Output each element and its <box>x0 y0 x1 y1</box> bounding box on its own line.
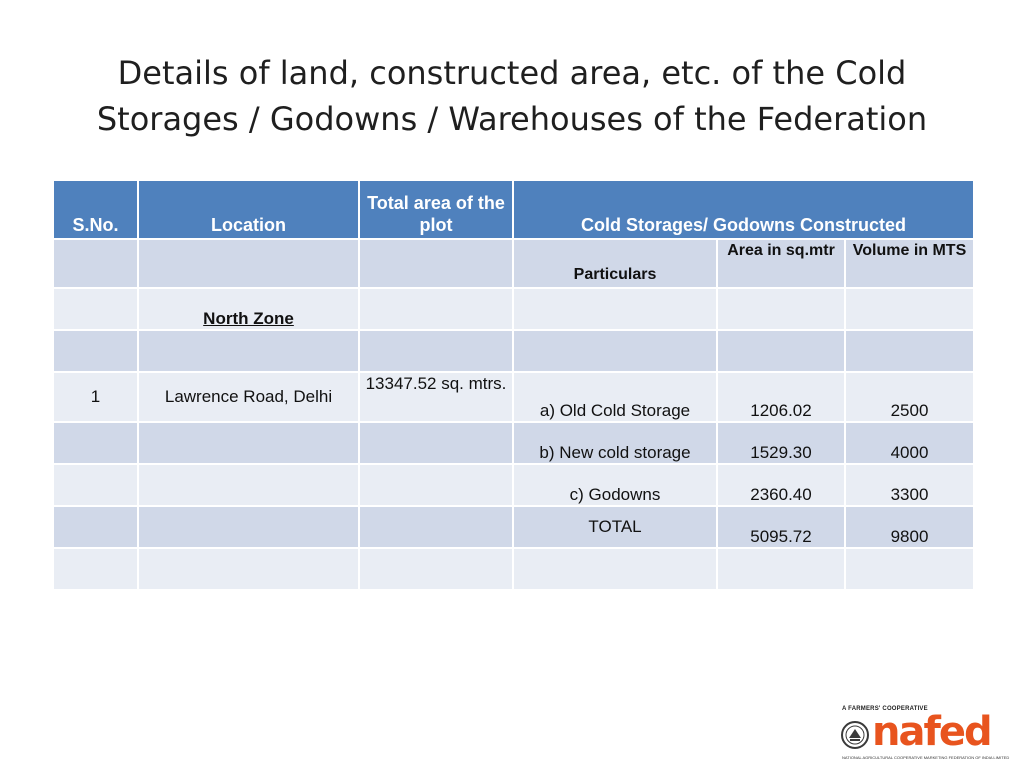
table-row: 1 Lawrence Road, Delhi 13347.52 sq. mtrs… <box>52 371 976 423</box>
table-cell <box>52 547 139 591</box>
table-cell <box>137 238 360 289</box>
table-cell <box>716 547 846 591</box>
cell-location <box>137 463 360 507</box>
table-cell <box>358 238 514 289</box>
subheader-particulars: Particulars <box>512 238 718 289</box>
nafed-logo: A FARMERS' COOPERATIVE nafed NATIONAL AG… <box>838 704 1010 764</box>
cell-volume: 3300 <box>843 463 976 507</box>
table-cell <box>52 238 139 289</box>
cell-volume: 2500 <box>843 371 976 423</box>
cell-particulars: c) Godowns <box>512 463 718 507</box>
cell-area: 1206.02 <box>716 371 846 423</box>
header-total-area: Total area of the plot <box>358 179 514 240</box>
slide-title: Details of land, constructed area, etc. … <box>40 50 984 142</box>
table-cell <box>843 287 976 331</box>
cold-storage-table: S.No. Location Total area of the plot Co… <box>52 179 976 591</box>
cell-sno <box>52 421 139 465</box>
header-location: Location <box>137 179 360 240</box>
table-row-zone: North Zone <box>52 287 976 331</box>
table-cell <box>52 329 139 373</box>
table-row-empty <box>52 329 976 373</box>
cell-total-area <box>358 505 514 549</box>
cell-area: 2360.40 <box>716 463 846 507</box>
cell-total-area: 13347.52 sq. mtrs. <box>358 371 514 423</box>
cell-area: 5095.72 <box>716 505 846 549</box>
table-cell <box>358 287 514 331</box>
cell-sno <box>52 505 139 549</box>
header-constructed: Cold Storages/ Godowns Constructed <box>511 179 976 240</box>
cell-location <box>137 421 360 465</box>
cell-location <box>137 505 360 549</box>
cell-particulars: TOTAL <box>512 505 718 549</box>
table-row: b) New cold storage 1529.30 4000 <box>52 421 976 465</box>
table-cell <box>512 329 718 373</box>
table-cell <box>52 287 139 331</box>
table-cell <box>512 287 718 331</box>
subheader-area: Area in sq.mtr <box>716 238 846 289</box>
zone-label: North Zone <box>203 309 294 328</box>
table-header-row: S.No. Location Total area of the plot Co… <box>52 179 976 240</box>
cell-sno <box>52 463 139 507</box>
table-cell <box>843 547 976 591</box>
table-cell <box>716 287 846 331</box>
table-cell <box>137 329 360 373</box>
logo-tagline: A FARMERS' COOPERATIVE <box>842 706 928 712</box>
cell-particulars: b) New cold storage <box>512 421 718 465</box>
cell-particulars: a) Old Cold Storage <box>512 371 718 423</box>
table-row: c) Godowns 2360.40 3300 <box>52 463 976 507</box>
header-sno: S.No. <box>52 179 139 240</box>
table-cell <box>716 329 846 373</box>
slide-title-line-1: Details of land, constructed area, etc. … <box>117 54 907 92</box>
table-cell <box>843 329 976 373</box>
table-cell <box>358 329 514 373</box>
table-cell <box>358 547 514 591</box>
cell-sno: 1 <box>52 371 139 423</box>
table-row-total: TOTAL 5095.72 9800 <box>52 505 976 549</box>
subheader-volume: Volume in MTS <box>843 238 976 289</box>
cell-location: Lawrence Road, Delhi <box>137 371 360 423</box>
zone-label-cell: North Zone <box>137 287 360 331</box>
logo-fullname: NATIONAL AGRICULTURAL COOPERATIVE MARKET… <box>842 755 1010 760</box>
cell-total-area <box>358 421 514 465</box>
cell-total-area <box>358 463 514 507</box>
table-cell <box>512 547 718 591</box>
table-cell <box>137 547 360 591</box>
table-subheader-row: Particulars Area in sq.mtr Volume in MTS <box>52 238 976 289</box>
cell-area: 1529.30 <box>716 421 846 465</box>
cell-volume: 9800 <box>843 505 976 549</box>
table-row-empty <box>52 547 976 591</box>
logo-wordmark: nafed <box>872 709 993 755</box>
slide-title-line-2: Storages / Godowns / Warehouses of the F… <box>96 100 928 138</box>
cooperative-emblem-icon <box>841 721 869 749</box>
cell-volume: 4000 <box>843 421 976 465</box>
